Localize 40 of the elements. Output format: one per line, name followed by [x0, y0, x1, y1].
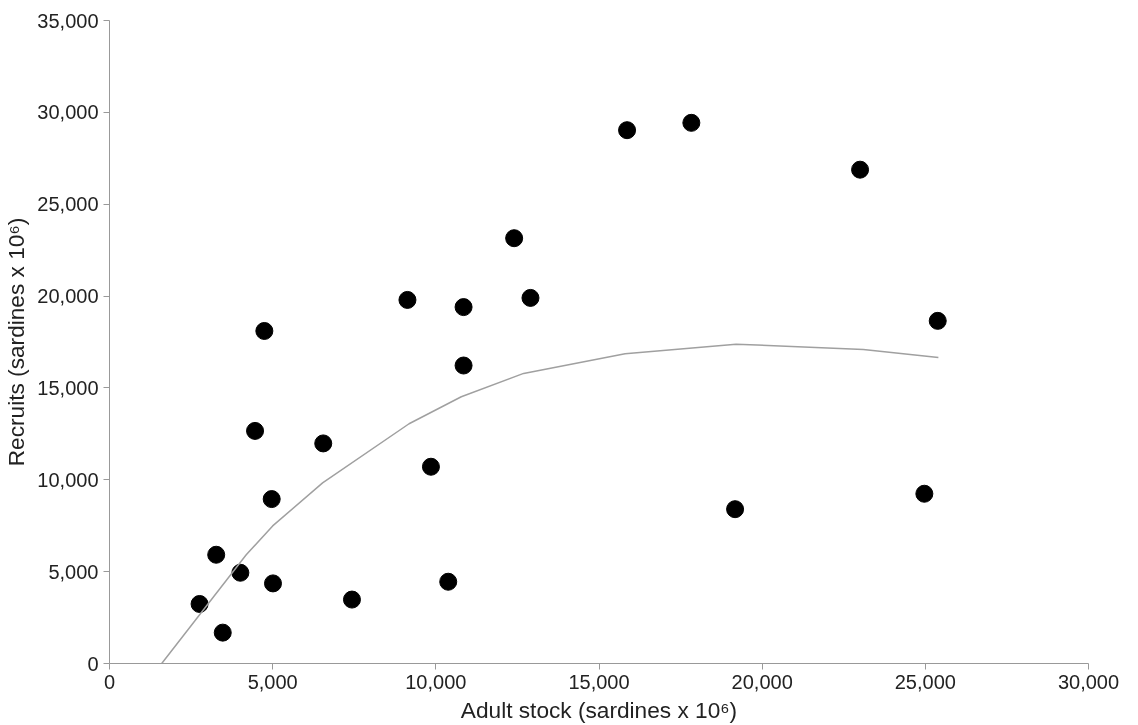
- y-tick-label: 15,000: [37, 376, 99, 399]
- point: [263, 574, 282, 593]
- y-tick-label: 20,000: [37, 285, 99, 308]
- point: [505, 229, 524, 248]
- point: [726, 500, 745, 519]
- y-tick-label: 0: [87, 652, 99, 675]
- point: [454, 298, 473, 317]
- point: [618, 121, 637, 140]
- x-axis-title: Adult stock (sardines x 10⁶): [460, 696, 738, 723]
- point: [682, 113, 701, 132]
- x-tick-label: 30,000: [1057, 670, 1120, 693]
- point: [398, 290, 417, 309]
- point: [928, 311, 947, 330]
- point: [314, 434, 333, 453]
- point: [421, 457, 440, 476]
- point: [454, 356, 473, 375]
- x-tick-label: 15,000: [568, 670, 630, 693]
- point: [190, 594, 209, 613]
- x-tick-label: 20,000: [731, 670, 793, 693]
- point: [213, 623, 232, 642]
- point: [915, 484, 934, 503]
- y-tick-label: 30,000: [37, 101, 99, 124]
- y-axis-title: Recruits (sardines x 10⁶): [3, 217, 30, 467]
- point: [231, 563, 250, 582]
- point: [262, 490, 281, 509]
- y-tick-label: 10,000: [37, 468, 99, 491]
- x-tick-label: 25,000: [894, 670, 956, 693]
- x-tick-label: 0: [103, 670, 116, 693]
- point: [255, 321, 274, 340]
- y-tick-label: 5,000: [48, 560, 99, 583]
- point: [342, 590, 361, 609]
- point: [246, 421, 265, 440]
- y-tick-label: 35,000: [37, 9, 99, 32]
- point: [439, 572, 458, 591]
- y-tick-label: 25,000: [37, 193, 99, 216]
- point: [851, 160, 870, 179]
- point: [207, 545, 226, 564]
- point: [521, 288, 540, 307]
- x-tick-label: 5,000: [247, 670, 298, 693]
- x-tick-label: 10,000: [405, 670, 467, 693]
